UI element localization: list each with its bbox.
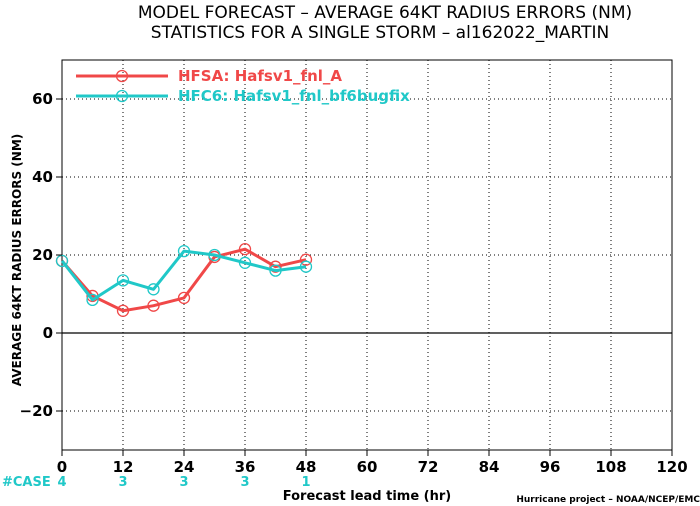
data-point [147,299,160,312]
legend-swatch-marker [115,89,129,103]
case-count: 3 [240,475,249,490]
y-tick-label: 60 [32,90,53,108]
x-tick-label: 12 [113,458,134,476]
data-point [116,274,130,287]
legend-item: HFSA: Hafsv1_fnl_A [76,67,342,85]
legend-item: HFC6: Hafsv1_fnl_bf6bugfix [76,87,410,105]
chart-title-line1: MODEL FORECAST – AVERAGE 64KT RADIUS ERR… [138,3,632,23]
y-tick-label: 20 [32,246,53,264]
data-point [299,260,313,273]
y-axis-ticks: −20 0 20 40 60 [20,90,62,420]
grid [62,60,672,450]
x-tick-label: 96 [540,458,561,476]
x-tick-label: 0 [57,458,67,476]
x-tick-label: 84 [479,458,500,476]
data-point [86,293,99,307]
credit-text: Hurricane project – NOAA/NCEP/EMC [516,495,700,505]
case-count: 3 [118,475,127,490]
x-tick-label: 48 [296,458,317,476]
series-line [60,247,307,313]
y-tick-label: 40 [32,168,53,186]
series-line [60,249,307,302]
x-tick-label: 36 [235,458,256,476]
x-tick-label: 120 [656,458,687,476]
y-axis-label: AVERAGE 64KT RADIUS ERRORS (NM) [10,134,24,386]
legend-swatch-marker [115,69,129,83]
series-2 [55,244,313,307]
data-point [116,304,130,317]
y-tick-label: −20 [20,402,53,420]
x-tick-label: 60 [357,458,378,476]
series-layer [55,242,313,317]
data-point [208,248,221,262]
legend-label: HFC6: Hafsv1_fnl_bf6bugfix [178,87,410,105]
data-point [299,253,313,266]
case-count: 1 [301,475,310,490]
x-tick-label: 24 [174,458,195,476]
data-point [238,256,252,269]
legend: HFSA: Hafsv1_fnl_A HFC6: Hafsv1_fnl_bf6bu… [76,67,410,105]
chart-title-line2: STATISTICS FOR A SINGLE STORM – al162022… [151,23,609,43]
data-point [269,260,282,273]
case-label: #CASE [2,475,51,490]
y-tick-label: 0 [43,324,53,342]
case-count: 3 [179,475,188,490]
case-count: 4 [57,475,66,490]
case-counts: #CASE 4 3 3 3 1 [2,475,311,490]
data-point [147,283,160,296]
legend-label: HFSA: Hafsv1_fnl_A [178,67,342,85]
data-point [238,242,252,256]
x-tick-label: 108 [595,458,626,476]
data-point [177,244,191,258]
x-tick-label: 72 [418,458,439,476]
data-point [269,264,282,277]
x-axis-label: Forecast lead time (hr) [283,489,451,504]
data-point [177,291,191,305]
x-axis-ticks: 0 12 24 36 48 60 72 84 96 108 120 [57,450,688,476]
